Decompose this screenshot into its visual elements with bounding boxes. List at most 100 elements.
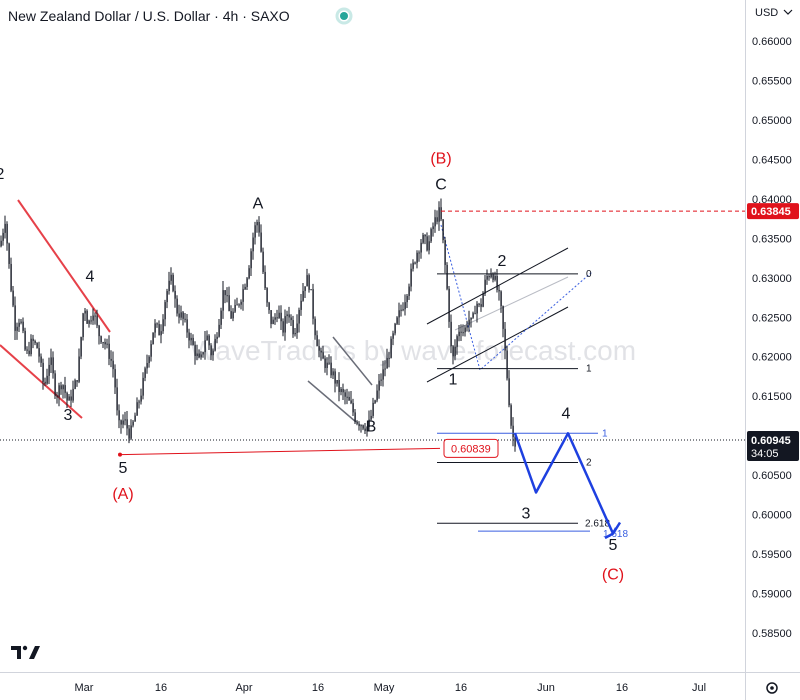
candle-body	[142, 377, 144, 396]
candle-body	[346, 396, 348, 398]
candle-body	[94, 315, 96, 317]
resistance-price-tag	[747, 203, 799, 220]
price-series	[0, 198, 516, 452]
candle-body	[294, 332, 296, 335]
fib-level-label: 1.618	[603, 529, 628, 540]
candle-body	[114, 369, 116, 388]
candle-body	[478, 303, 480, 305]
candle-body	[170, 274, 172, 281]
candle-body	[472, 313, 474, 318]
candle-body	[406, 295, 408, 303]
candle-body	[186, 319, 188, 333]
candle-body	[252, 237, 254, 252]
wave-degree-label: (C)	[602, 566, 624, 583]
candle-body	[390, 338, 392, 358]
candle-body	[286, 314, 288, 317]
candle-body	[494, 275, 496, 280]
projection-arrowhead-icon	[604, 527, 618, 540]
price-axis[interactable]: 0.66000 0.65500 0.65000 0.64500 0.64000 0.635…	[752, 36, 792, 640]
price-tick-label: 0.61500	[752, 391, 792, 403]
candle-body	[358, 423, 360, 427]
candle-body	[306, 275, 308, 287]
wave-projection	[513, 432, 622, 540]
candle-body	[394, 323, 396, 334]
candle-body	[282, 321, 284, 333]
candle-body	[486, 275, 488, 280]
currency-label[interactable]: USD	[755, 7, 778, 19]
candle-body	[140, 395, 142, 402]
candle-body	[412, 262, 414, 269]
candle-body	[444, 240, 446, 265]
candle-body	[40, 356, 42, 363]
time-tick-label: Jul	[692, 682, 706, 694]
candle-body	[420, 242, 422, 253]
candle-body	[2, 232, 4, 241]
logo-bar-icon	[11, 646, 21, 659]
candle-body	[354, 412, 356, 422]
price-tick-label: 0.65500	[752, 75, 792, 87]
fib-level-label: 1	[586, 364, 592, 375]
price-tick-label: 0.60000	[752, 510, 792, 522]
candle-body	[454, 346, 456, 357]
candle-body	[92, 315, 94, 321]
candle-body	[512, 425, 514, 438]
candle-body	[474, 313, 476, 315]
candle-body	[230, 311, 232, 319]
symbol-title[interactable]: New Zealand Dollar / U.S. Dollar · 4h · …	[8, 8, 290, 24]
red-channel-lower-line	[0, 344, 83, 419]
price-tick-label: 0.58500	[752, 628, 792, 640]
time-tick-label: 16	[312, 682, 324, 694]
candle-body	[326, 362, 328, 368]
candle-body	[226, 295, 228, 297]
candle-body	[414, 262, 416, 264]
candle-body	[214, 338, 216, 351]
candle-body	[372, 402, 374, 416]
fib-level-label: 0	[586, 269, 592, 280]
tradingview-logo[interactable]	[11, 645, 40, 659]
candle-body	[24, 330, 26, 350]
candle-body	[318, 346, 320, 351]
settings-gear-icon[interactable]	[766, 682, 778, 694]
candle-body	[232, 311, 234, 319]
candle-body	[244, 286, 246, 290]
price-tick-label: 0.66000	[752, 36, 792, 48]
gear-ring-icon	[766, 682, 778, 694]
candle-body	[166, 291, 168, 303]
wave-count-label: 2	[0, 166, 5, 183]
candle-body	[240, 301, 242, 305]
candle-body	[12, 290, 14, 306]
candle-body	[68, 396, 70, 401]
candle-body	[180, 312, 182, 318]
candle-body	[422, 234, 424, 243]
time-tick-label: 16	[455, 682, 467, 694]
market-status-icon	[340, 12, 348, 20]
candle-body	[254, 225, 256, 238]
wave-degree-label: (B)	[430, 150, 451, 167]
candle-body	[218, 324, 220, 337]
candle-body	[398, 310, 400, 318]
current-price-label: 0.60945	[751, 435, 791, 447]
candle-body	[446, 264, 448, 289]
candle-body	[436, 217, 438, 222]
candle-body	[452, 346, 454, 357]
time-tick-label: 16	[155, 682, 167, 694]
currency-chevron-down-icon[interactable]	[783, 9, 793, 15]
candle-body	[176, 298, 178, 314]
candle-body	[14, 305, 16, 331]
candle-body	[208, 335, 210, 346]
candle-body	[18, 322, 20, 327]
time-axis[interactable]: Mar 16 Apr 16 May 16 Jun 16 Jul	[75, 682, 707, 694]
support-anchor-dot	[118, 452, 122, 457]
candle-body	[498, 289, 500, 292]
red-channel-upper-line	[17, 199, 111, 333]
gray-wedge-upper-line	[332, 336, 373, 386]
candle-body	[88, 320, 90, 324]
black-channel-lower-line	[426, 306, 569, 383]
resistance-price-label: 0.63845	[751, 206, 791, 218]
candle-body	[264, 271, 266, 289]
fib-level-label: 2.618	[585, 518, 610, 529]
candle-body	[120, 420, 122, 425]
candle-body	[492, 274, 494, 280]
